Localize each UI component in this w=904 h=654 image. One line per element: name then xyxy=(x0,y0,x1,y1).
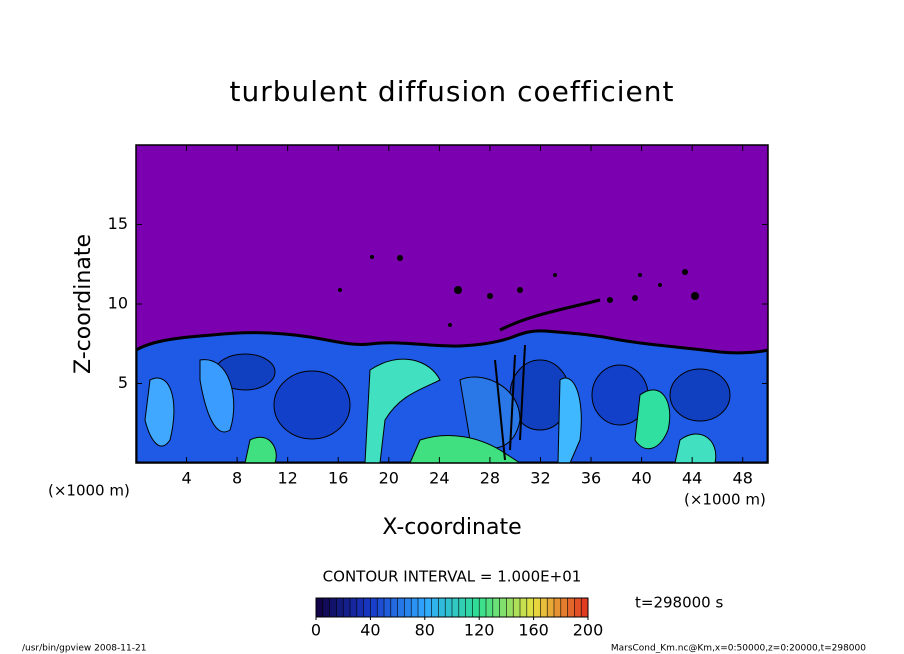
colorbar-cell xyxy=(390,598,398,617)
contour-blob xyxy=(409,434,521,463)
colorbar-cell xyxy=(350,598,358,617)
colorbar-cell xyxy=(343,598,351,617)
colorbar-cell xyxy=(506,598,514,617)
x-tick-label: 44 xyxy=(682,469,702,488)
contour-spots xyxy=(338,255,699,327)
colorbar-cell xyxy=(465,598,473,617)
colorbar-tick-label: 0 xyxy=(311,621,321,640)
colorbar-cell xyxy=(513,598,521,617)
x-tick-label: 24 xyxy=(429,469,449,488)
contour-line xyxy=(499,298,601,332)
colorbar-cell xyxy=(370,598,378,617)
colorbar-frame xyxy=(315,597,589,618)
colorbar-cell xyxy=(322,598,330,617)
colorbar-cell xyxy=(418,598,426,617)
contour-blob xyxy=(144,377,175,447)
contour-blob xyxy=(669,368,731,422)
x-tick-label: 20 xyxy=(379,469,399,488)
colorbar-cell xyxy=(486,598,494,617)
contour-line xyxy=(494,344,526,461)
colorbar-cell xyxy=(554,598,562,617)
colorbar-cell xyxy=(329,598,337,617)
colorbar-tick-label: 160 xyxy=(518,621,549,640)
x-unit-left: (×1000 m) xyxy=(48,482,130,500)
colorbar-cell xyxy=(458,598,466,617)
colorbar-cell xyxy=(574,598,582,617)
colorbar-cell xyxy=(384,598,392,617)
contour-blob xyxy=(199,359,235,433)
contour-blob xyxy=(557,377,582,463)
colorbar-cell xyxy=(581,598,589,617)
field xyxy=(136,255,768,463)
colorbar-tick-label: 120 xyxy=(464,621,495,640)
colorbar-cell xyxy=(452,598,460,617)
contour-blob xyxy=(244,437,277,463)
colorbar-cell xyxy=(526,598,534,617)
colorbar-cell xyxy=(499,598,507,617)
colorbar-cell xyxy=(356,598,364,617)
x-tick-label: 40 xyxy=(631,469,651,488)
colorbar-cell xyxy=(336,598,344,617)
colorbar-cell xyxy=(560,598,568,617)
x-tick-label: 12 xyxy=(278,469,298,488)
colorbar-cell xyxy=(540,598,548,617)
colorbar-cell xyxy=(363,598,371,617)
y-tick-label: 15 xyxy=(108,214,128,233)
colorbar-cell xyxy=(479,598,487,617)
x-tick-label: 32 xyxy=(530,469,550,488)
colorbar-cell xyxy=(397,598,405,617)
colorbar-cell xyxy=(492,598,500,617)
colorbar-cell xyxy=(520,598,528,617)
colorbar-cell xyxy=(424,598,432,617)
x-unit-right: (×1000 m) xyxy=(684,491,766,509)
colorbar-cell xyxy=(567,598,575,617)
colorbar-tick-label: 40 xyxy=(360,621,380,640)
x-axis-label: X-coordinate xyxy=(382,515,521,540)
colorbar-cell xyxy=(316,598,324,617)
time-label: t=298000 s xyxy=(635,594,723,612)
colorbar-cell xyxy=(411,598,419,617)
colorbar-cell xyxy=(377,598,385,617)
y-tick-label: 10 xyxy=(108,294,128,313)
colorbar-cell xyxy=(445,598,453,617)
footer-right: MarsCond_Km.nc@Km,x=0:50000,z=0:20000,t=… xyxy=(611,644,866,654)
colorbar-cell xyxy=(431,598,439,617)
x-tick-label: 28 xyxy=(480,469,500,488)
colorbar-cell xyxy=(547,598,555,617)
x-tick-label: 48 xyxy=(733,469,753,488)
contour-blob xyxy=(634,389,671,450)
contour-blob xyxy=(364,358,441,463)
contour-interval: CONTOUR INTERVAL = 1.000E+01 xyxy=(323,568,582,586)
x-tick-label: 16 xyxy=(328,469,348,488)
chart-title: turbulent diffusion coefficient xyxy=(230,75,675,108)
colorbar-cell xyxy=(533,598,541,617)
contour-blob xyxy=(273,370,351,440)
y-tick-label: 5 xyxy=(118,373,128,392)
footer-left: /usr/bin/gpview 2008-11-21 xyxy=(22,644,146,654)
colorbar-tick-label: 80 xyxy=(415,621,435,640)
x-tick-label: 36 xyxy=(581,469,601,488)
y-axis-label: Z-coordinate xyxy=(71,234,96,374)
x-tick-label: 8 xyxy=(232,469,242,488)
colorbar-tick-label: 200 xyxy=(573,621,604,640)
colorbar-cell xyxy=(472,598,480,617)
colorbar-cell xyxy=(404,598,412,617)
x-tick-label: 4 xyxy=(181,469,191,488)
colorbar-cell xyxy=(438,598,446,617)
